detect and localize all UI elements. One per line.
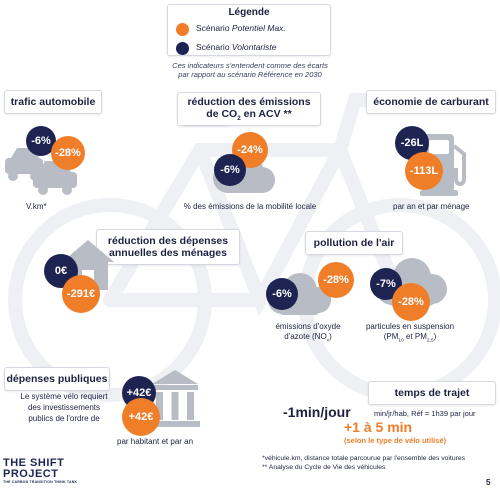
legend-box: Légende Scénario Potentiel Max. Scénario… xyxy=(167,4,331,56)
temps-orange-value: +1 à 5 min xyxy=(344,419,413,435)
legend-item-potentiel: Scénario Potentiel Max. xyxy=(176,22,286,36)
carburant-title: économie de carburant xyxy=(366,90,496,114)
pollution-title: pollution de l'air xyxy=(305,231,403,255)
temps-navy-detail: min/jr/hab, Réf = 1h39 par jour xyxy=(374,409,476,418)
trafic-orange-bubble: -28% xyxy=(51,136,85,170)
trafic-navy-bubble: -6% xyxy=(26,126,56,156)
pm-orange-bubble: -28% xyxy=(392,283,430,321)
temps-navy-value: -1min/jour xyxy=(283,404,351,420)
emissions-title: réduction des émissions de CO2 en ACV ** xyxy=(177,92,321,126)
public-building-icon xyxy=(150,370,200,427)
depenses-publiques-title: dépenses publiques xyxy=(4,367,110,391)
legend-note: Ces indicateurs s'entendent comme des éc… xyxy=(172,61,328,79)
pm-label: particules en suspension (PM10 et PM2,5) xyxy=(365,322,455,344)
nox-label: émissions d'oxyde d'azote (NOx) xyxy=(275,322,341,344)
carburant-orange-bubble: -113L xyxy=(405,152,443,190)
nox-navy-bubble: -6% xyxy=(266,278,298,310)
footnotes: *véhicule.km, distance totale parcourue … xyxy=(262,455,466,472)
navy-dot-icon xyxy=(176,41,189,55)
emissions-navy-bubble: -6% xyxy=(214,154,246,186)
temps-orange-detail: (selon le type de vélo utilisé) xyxy=(344,436,447,445)
depenses-menages-orange-bubble: -291€ xyxy=(62,275,100,313)
depenses-menages-title: réduction des dépenses annuelles des mén… xyxy=(96,229,240,265)
page-number: 5 xyxy=(486,478,491,487)
depenses-menages-navy-bubble: 0€ xyxy=(44,254,78,288)
trafic-unit: V.km* xyxy=(26,202,47,211)
depenses-publiques-orange-bubble: +42€ xyxy=(122,398,160,436)
shift-project-logo: THE SHIFT PROJECT THE CARBON TRANSITION … xyxy=(3,457,78,484)
legend-title: Légende xyxy=(228,7,270,18)
depenses-publiques-text: Le système vélo requiert des investissem… xyxy=(20,392,108,423)
temps-title: temps de trajet xyxy=(368,381,496,405)
trafic-title: trafic automobile xyxy=(4,90,102,114)
carburant-unit: par an et par ménage xyxy=(393,202,470,211)
legend-item-volontariste: Scénario Volontariste xyxy=(176,41,277,55)
emissions-unit: % des émissions de la mobilité locale xyxy=(183,202,317,211)
depenses-publiques-unit: par habitant et par an xyxy=(117,437,194,446)
nox-orange-bubble: -28% xyxy=(318,262,354,298)
orange-dot-icon xyxy=(176,22,189,36)
